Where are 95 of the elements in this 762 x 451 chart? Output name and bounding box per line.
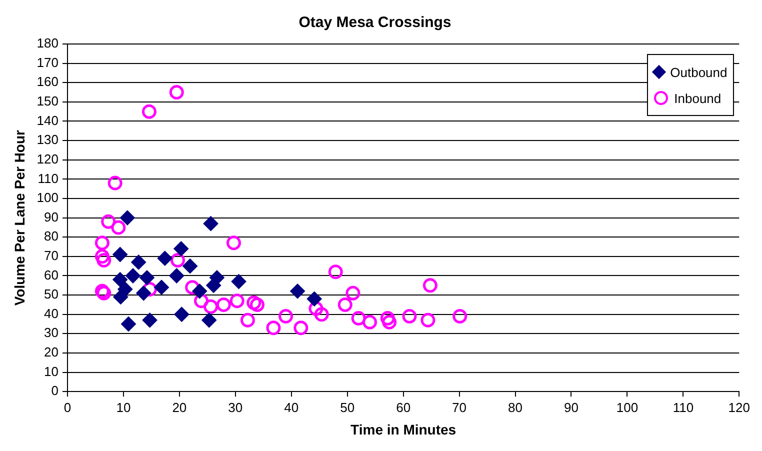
point bbox=[157, 250, 172, 266]
x-tick-label: 30 bbox=[228, 400, 243, 415]
point bbox=[120, 210, 135, 226]
point bbox=[402, 309, 417, 324]
y-tick-label: 120 bbox=[36, 151, 58, 166]
x-tick-label: 120 bbox=[728, 400, 750, 415]
point bbox=[290, 284, 306, 299]
point bbox=[308, 301, 324, 316]
y-tick-label: 160 bbox=[36, 74, 58, 90]
point bbox=[306, 291, 322, 306]
x-tick-label: 60 bbox=[396, 400, 411, 415]
point bbox=[230, 294, 244, 308]
point bbox=[362, 314, 377, 330]
point bbox=[338, 297, 352, 312]
point bbox=[226, 236, 241, 250]
x-tick-label: 80 bbox=[508, 400, 522, 415]
y-tick-label: 140 bbox=[36, 112, 58, 128]
point bbox=[182, 258, 198, 274]
point bbox=[314, 307, 329, 322]
y-tick-label: 90 bbox=[44, 209, 58, 224]
x-tick-label: 70 bbox=[452, 400, 467, 415]
y-tick-label: 10 bbox=[44, 364, 58, 379]
y-tick-label: 100 bbox=[36, 190, 58, 206]
point bbox=[174, 306, 190, 322]
point bbox=[294, 320, 308, 336]
point bbox=[170, 253, 186, 268]
point bbox=[192, 284, 208, 299]
point bbox=[96, 253, 112, 268]
point bbox=[94, 236, 110, 250]
point bbox=[351, 310, 366, 326]
y-tick-label: 50 bbox=[44, 286, 58, 302]
point bbox=[125, 268, 140, 284]
point bbox=[202, 312, 217, 328]
x-tick-label: 20 bbox=[172, 400, 187, 415]
legend-label: Outbound bbox=[670, 64, 728, 80]
y-axis-title: Volume Per Lane Per Hour bbox=[11, 129, 28, 306]
point bbox=[203, 216, 218, 232]
y-tick-label: 70 bbox=[44, 248, 58, 263]
point bbox=[206, 278, 222, 293]
y-tick-label: 20 bbox=[44, 344, 58, 360]
point bbox=[121, 316, 136, 332]
y-tick-label: 110 bbox=[38, 170, 58, 186]
point bbox=[382, 314, 397, 330]
x-tick-label: 50 bbox=[340, 400, 355, 415]
point bbox=[142, 312, 158, 328]
point bbox=[346, 286, 360, 300]
point bbox=[174, 241, 189, 256]
point bbox=[139, 270, 154, 286]
x-axis-title: Time in Minutes bbox=[350, 421, 456, 438]
x-tick-label: 10 bbox=[116, 400, 131, 415]
point bbox=[231, 274, 246, 290]
point bbox=[101, 214, 116, 229]
point bbox=[278, 309, 294, 324]
y-tick-label: 30 bbox=[44, 325, 58, 340]
y-tick-label: 0 bbox=[51, 383, 58, 398]
point bbox=[169, 268, 184, 284]
point bbox=[169, 85, 184, 100]
x-tick-label: 0 bbox=[64, 400, 72, 415]
y-tick-label: 130 bbox=[36, 132, 58, 148]
point bbox=[108, 176, 122, 190]
point bbox=[142, 282, 158, 296]
point bbox=[194, 294, 209, 308]
chart-title: Otay Mesa Crossings bbox=[298, 14, 452, 32]
point bbox=[240, 312, 255, 328]
y-tick-label: 180 bbox=[36, 36, 58, 51]
point bbox=[136, 286, 152, 301]
y-tick-label: 40 bbox=[44, 306, 58, 321]
point bbox=[185, 280, 200, 295]
x-tick-label: 90 bbox=[564, 400, 578, 415]
point bbox=[452, 309, 468, 324]
point bbox=[380, 310, 395, 326]
point bbox=[216, 297, 231, 312]
legend-label: Inbound bbox=[674, 90, 722, 106]
point bbox=[328, 264, 343, 280]
point bbox=[266, 320, 281, 336]
point bbox=[246, 296, 262, 310]
point bbox=[422, 278, 438, 293]
point bbox=[142, 104, 156, 119]
y-tick-label: 60 bbox=[44, 267, 58, 282]
point bbox=[131, 254, 146, 270]
point bbox=[112, 272, 128, 288]
x-tick-label: 40 bbox=[284, 400, 299, 415]
point bbox=[154, 280, 170, 295]
x-tick-label: 110 bbox=[672, 400, 694, 415]
point bbox=[113, 289, 128, 304]
point bbox=[250, 297, 264, 312]
y-tick-label: 80 bbox=[44, 228, 58, 244]
point bbox=[94, 249, 110, 264]
x-tick-label: 100 bbox=[616, 400, 638, 415]
point bbox=[420, 312, 436, 328]
point bbox=[204, 299, 218, 314]
y-tick-label: 150 bbox=[36, 94, 58, 109]
y-tick-label: 170 bbox=[36, 54, 58, 70]
point bbox=[112, 246, 128, 262]
point bbox=[111, 220, 126, 235]
